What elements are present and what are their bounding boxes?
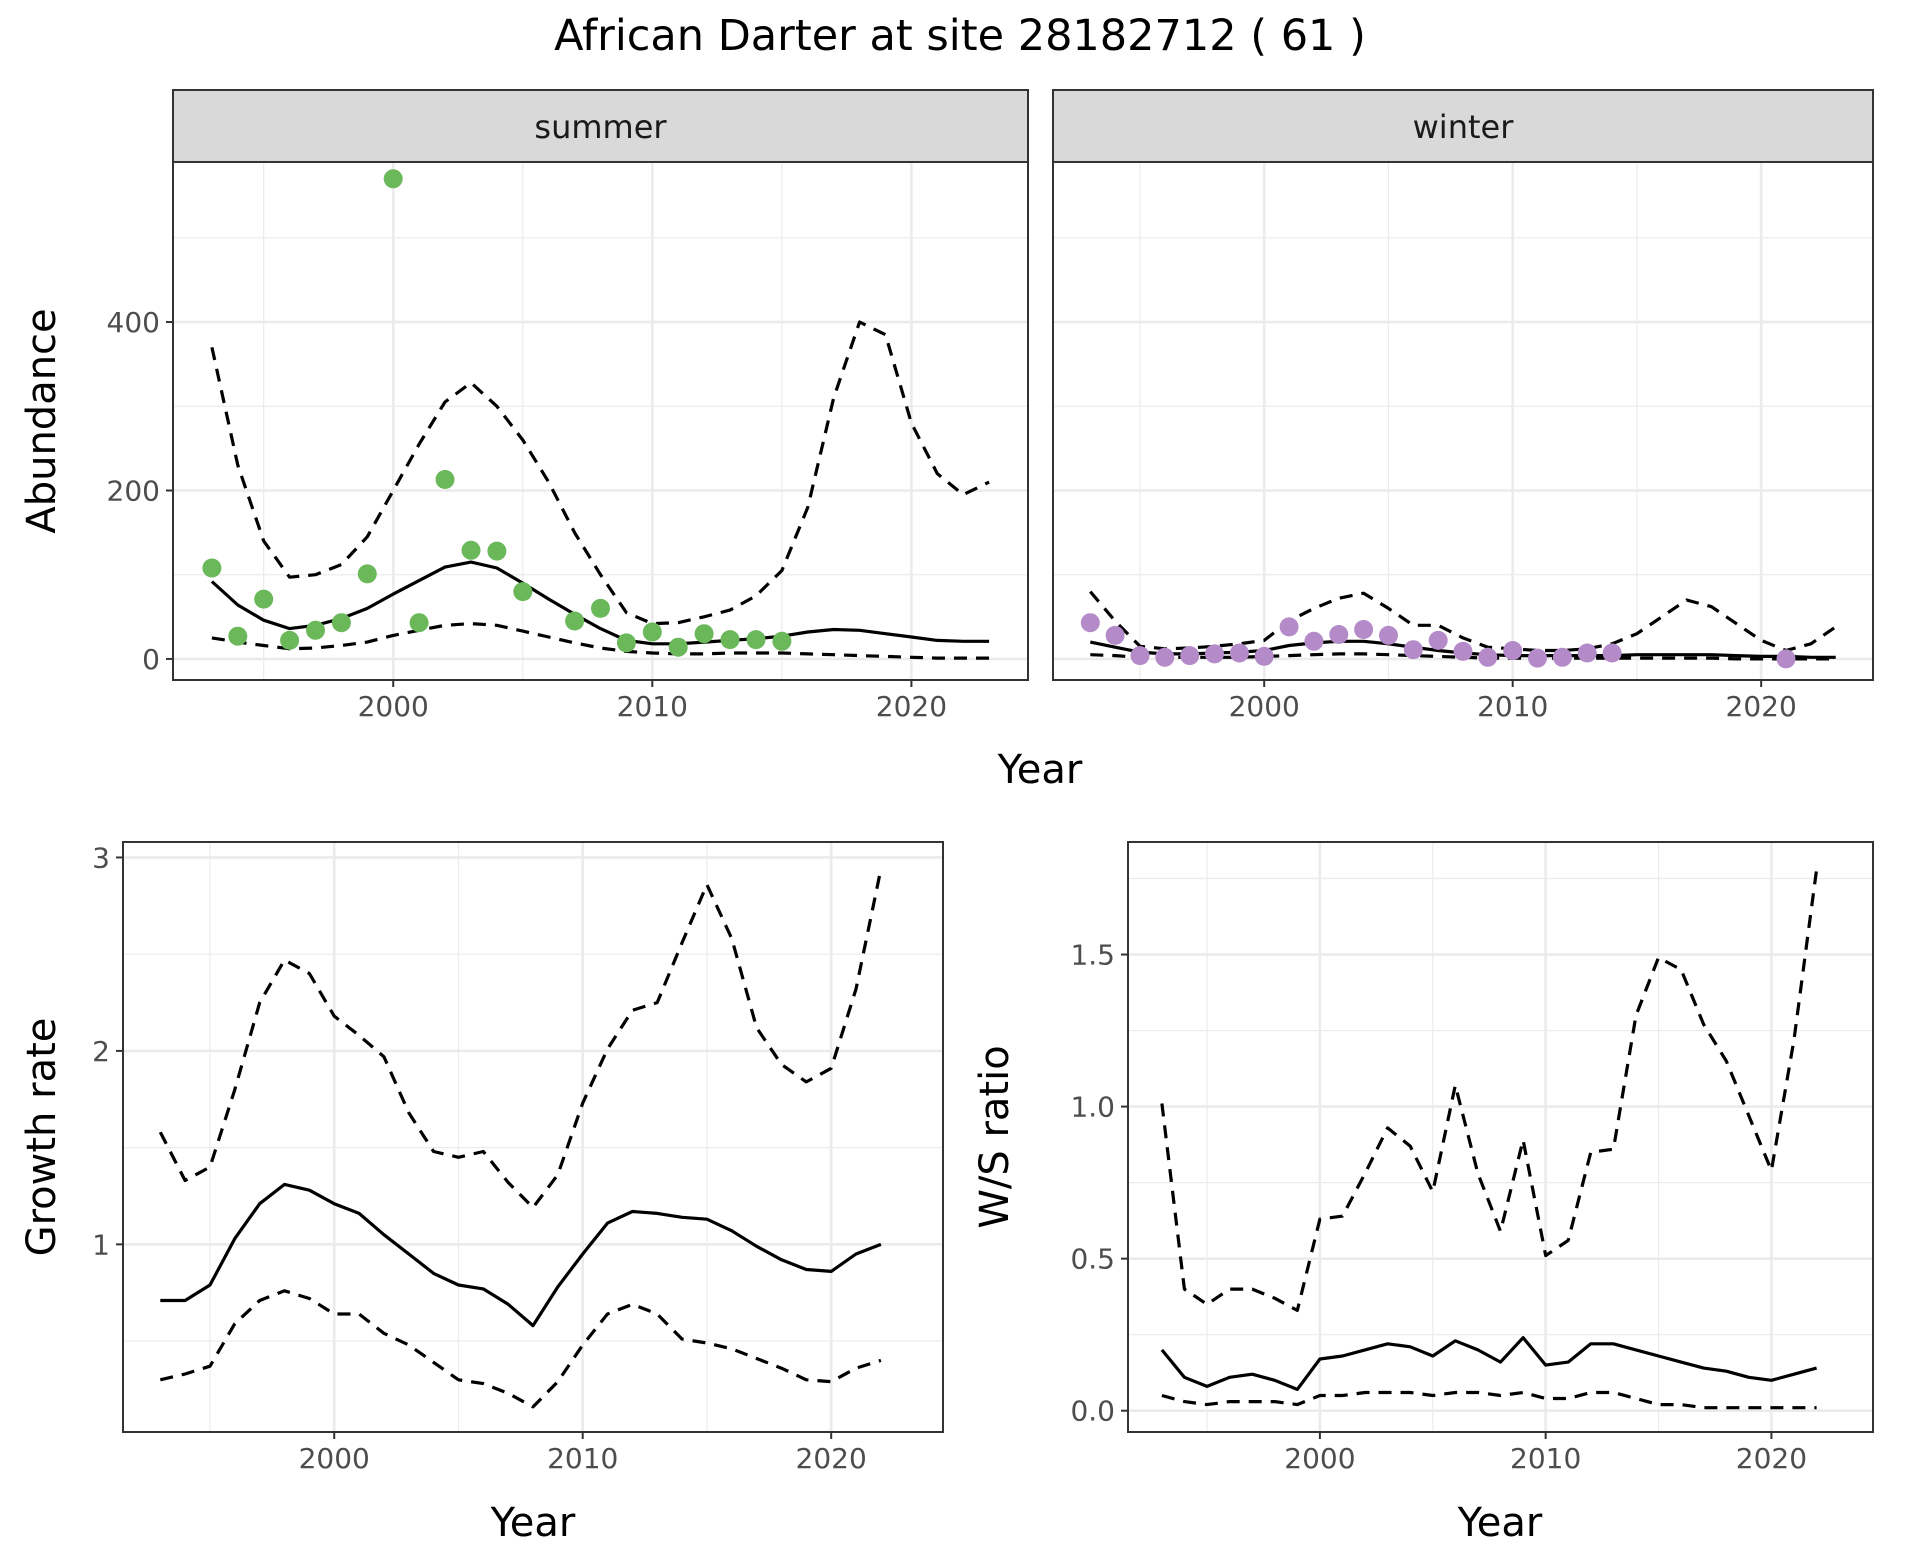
x-tick-label: 2010 (617, 690, 688, 723)
x-tick-label: 2020 (1736, 1442, 1807, 1475)
x-tick-label: 2000 (299, 1442, 370, 1475)
winter-data-point (1180, 646, 1200, 666)
x-tick-label: 2000 (358, 690, 429, 723)
ws-series-bound-line-2 (1161, 1390, 1817, 1410)
winter-data-point (1403, 640, 1423, 660)
facet-strip-summer (172, 89, 1029, 163)
summer-data-point (642, 622, 662, 642)
winter-data-point (1379, 625, 1398, 645)
ws-ratio-panel: 2000 2010 2020 0.0 0.5 1.0 1.5 W/S ratio Year (972, 841, 1874, 1546)
abundance-summer-panel: summer 2000 2010 2020 0 200 400 Abundance (19, 89, 1029, 723)
winter-data-point (1577, 643, 1597, 663)
x-axis-title-growth: Year (490, 1500, 576, 1546)
winter-data-point (1155, 647, 1175, 667)
growth-series-bound-line-2 (159, 1289, 882, 1409)
winter-data-point (1428, 630, 1448, 650)
x-axis-title-ws: Year (1457, 1500, 1543, 1546)
summer-data-point (513, 582, 533, 602)
summer-data-point (254, 589, 274, 609)
winter-data-point (1453, 641, 1473, 661)
y-tick-label: 1.0 (1070, 1091, 1115, 1124)
ws-series-estimate-line (1160, 1336, 1818, 1392)
x-tick-label: 2000 (1284, 1442, 1355, 1475)
winter-data-point (1528, 648, 1547, 668)
y-tick-label: 1 (92, 1228, 110, 1261)
summer-data-point (461, 540, 481, 560)
summer-data-point (228, 626, 248, 646)
winter-data-point (1254, 646, 1274, 666)
summer-data-point (202, 558, 222, 578)
panel-border-winter (1052, 161, 1874, 681)
summer-series-bound-line-1 (210, 320, 990, 626)
winter-data-point (1279, 617, 1299, 637)
x-tick-label: 2020 (796, 1442, 867, 1475)
x-tick-label: 2010 (1477, 690, 1548, 723)
y-axis-title-abundance: Abundance (19, 308, 65, 533)
y-axis-title-ws: W/S ratio (972, 1045, 1018, 1228)
winter-data-point (1354, 620, 1374, 639)
y-tick-label: 0.5 (1070, 1243, 1115, 1276)
winter-data-point (1329, 625, 1349, 644)
winter-data-point (1130, 646, 1150, 666)
summer-data-point (409, 613, 429, 633)
winter-series-bound-line-1 (1089, 590, 1837, 653)
x-tick-label: 2010 (547, 1442, 618, 1475)
y-tick-label: 2 (92, 1035, 110, 1068)
summer-data-point (772, 631, 792, 651)
x-tick-label: 2020 (876, 690, 947, 723)
winter-data-point (1080, 613, 1100, 633)
summer-data-point (331, 613, 351, 633)
winter-data-point (1478, 647, 1498, 667)
panel-border-summer (172, 161, 1029, 681)
winter-series-bound-line-2 (1090, 652, 1836, 661)
ws-series-bound-line-1 (1160, 869, 1819, 1313)
winter-data-point (1552, 647, 1572, 667)
summer-data-point (668, 637, 688, 657)
summer-data-point (746, 630, 766, 650)
y-tick-label: 200 (107, 474, 160, 507)
y-tick-label: 0.0 (1070, 1395, 1115, 1428)
winter-data-point (1776, 649, 1796, 669)
summer-data-point (591, 598, 610, 618)
x-tick-label: 2020 (1726, 690, 1797, 723)
figure-title: African Darter at site 28182712 ( 61 ) (554, 11, 1366, 61)
y-axis-title-growth: Growth rate (19, 1018, 65, 1257)
facet-label-summer: summer (534, 108, 667, 146)
summer-data-point (280, 630, 300, 650)
y-tick-label: 0 (142, 643, 160, 676)
winter-data-point (1304, 631, 1324, 651)
y-tick-label: 3 (92, 841, 110, 874)
growth-rate-panel: 2000 2010 2020 1 2 3 Growth rate Year (19, 841, 944, 1546)
growth-series-estimate-line (160, 1182, 882, 1328)
summer-data-point (435, 470, 455, 489)
summer-data-point (694, 624, 714, 644)
panel-border-ws (1127, 841, 1874, 1433)
x-axis-title-abundance: Year (997, 747, 1083, 793)
winter-data-point (1503, 641, 1523, 660)
summer-data-point (357, 564, 377, 584)
summer-data-point (565, 611, 585, 631)
facet-label-winter: winter (1413, 108, 1515, 146)
winter-data-point (1229, 643, 1249, 663)
abundance-winter-panel: winter 2000 2010 2020 (1052, 89, 1874, 723)
y-tick-label: 400 (107, 306, 160, 339)
summer-data-point (720, 630, 740, 650)
panel-border-growth (122, 841, 944, 1433)
winter-data-point (1105, 625, 1125, 645)
summer-data-point (616, 633, 636, 653)
winter-data-point (1205, 644, 1224, 664)
summer-data-point (383, 169, 403, 189)
y-tick-label: 1.5 (1070, 939, 1115, 972)
x-tick-label: 2010 (1510, 1442, 1581, 1475)
x-tick-label: 2000 (1229, 690, 1300, 723)
summer-data-point (487, 541, 507, 561)
summer-data-point (306, 620, 325, 640)
growth-series-bound-line-1 (158, 868, 883, 1210)
winter-data-point (1602, 643, 1622, 663)
